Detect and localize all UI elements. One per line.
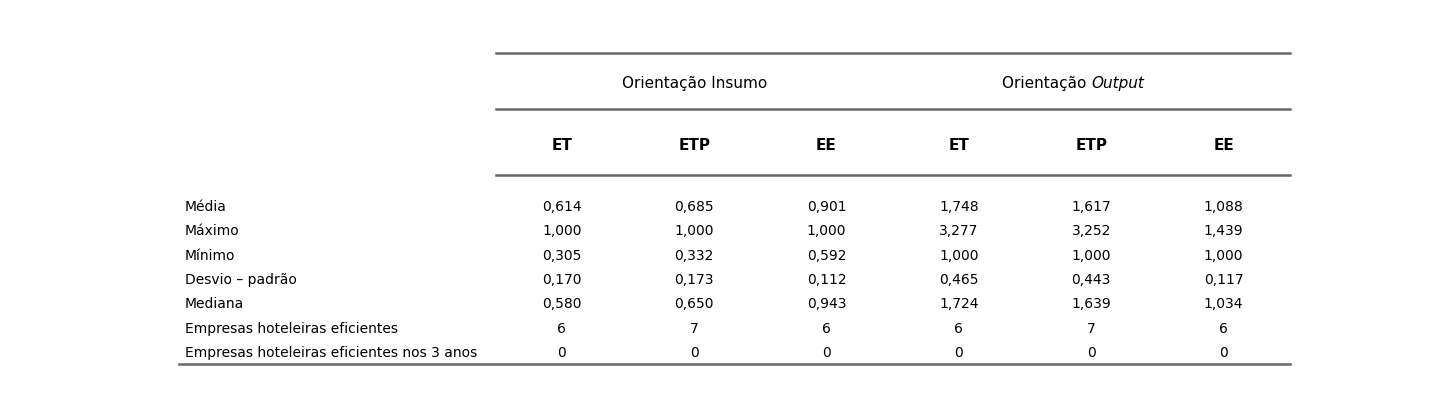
Text: 1,088: 1,088 bbox=[1204, 199, 1244, 214]
Text: 0,332: 0,332 bbox=[675, 248, 714, 262]
Text: 0,650: 0,650 bbox=[675, 297, 714, 311]
Text: Mediana: Mediana bbox=[185, 297, 244, 311]
Text: 0,685: 0,685 bbox=[675, 199, 714, 214]
Text: 1,000: 1,000 bbox=[1072, 248, 1111, 262]
Text: 1,639: 1,639 bbox=[1072, 297, 1111, 311]
Text: Output: Output bbox=[1091, 76, 1144, 90]
Text: Orientação Output: Orientação Output bbox=[1020, 76, 1162, 90]
Text: Empresas hoteleiras eficientes nos 3 anos: Empresas hoteleiras eficientes nos 3 ano… bbox=[185, 345, 477, 359]
Text: 0: 0 bbox=[557, 345, 566, 359]
Text: Empresas hoteleiras eficientes: Empresas hoteleiras eficientes bbox=[185, 321, 398, 335]
Text: Desvio – padrão: Desvio – padrão bbox=[185, 272, 297, 286]
Text: 1,439: 1,439 bbox=[1204, 224, 1244, 238]
Text: 1,000: 1,000 bbox=[1204, 248, 1244, 262]
Text: 1,724: 1,724 bbox=[939, 297, 979, 311]
Text: 1,034: 1,034 bbox=[1204, 297, 1244, 311]
Text: 7: 7 bbox=[1086, 321, 1096, 335]
Text: 0,901: 0,901 bbox=[807, 199, 847, 214]
Text: 6: 6 bbox=[823, 321, 831, 335]
Text: 0,592: 0,592 bbox=[807, 248, 847, 262]
Text: ET: ET bbox=[949, 138, 969, 152]
Text: 0,465: 0,465 bbox=[939, 272, 979, 286]
Text: 0: 0 bbox=[823, 345, 831, 359]
Text: 0,117: 0,117 bbox=[1204, 272, 1244, 286]
Text: 0: 0 bbox=[689, 345, 698, 359]
Text: 1,748: 1,748 bbox=[939, 199, 979, 214]
Text: 0,614: 0,614 bbox=[542, 199, 582, 214]
Text: 0,443: 0,443 bbox=[1072, 272, 1111, 286]
Text: 0,305: 0,305 bbox=[542, 248, 582, 262]
Text: 0,580: 0,580 bbox=[542, 297, 582, 311]
Text: ETP: ETP bbox=[1075, 138, 1108, 152]
Text: 0,112: 0,112 bbox=[807, 272, 847, 286]
Text: 0,170: 0,170 bbox=[542, 272, 582, 286]
Text: 3,252: 3,252 bbox=[1072, 224, 1111, 238]
Text: 6: 6 bbox=[557, 321, 566, 335]
Text: Orientação: Orientação bbox=[1002, 76, 1091, 90]
Text: 7: 7 bbox=[689, 321, 698, 335]
Text: Média: Média bbox=[185, 199, 226, 214]
Text: ETP: ETP bbox=[678, 138, 711, 152]
Text: 0,173: 0,173 bbox=[675, 272, 714, 286]
Text: EE: EE bbox=[817, 138, 837, 152]
Text: 0,943: 0,943 bbox=[807, 297, 847, 311]
Text: Máximo: Máximo bbox=[185, 224, 239, 238]
Text: 1,000: 1,000 bbox=[675, 224, 714, 238]
Text: 0: 0 bbox=[1219, 345, 1228, 359]
Text: 1,000: 1,000 bbox=[542, 224, 582, 238]
Text: 1,000: 1,000 bbox=[939, 248, 979, 262]
Text: 3,277: 3,277 bbox=[939, 224, 979, 238]
Text: 0: 0 bbox=[1086, 345, 1096, 359]
Text: 1,617: 1,617 bbox=[1072, 199, 1111, 214]
Text: 1,000: 1,000 bbox=[807, 224, 847, 238]
Text: EE: EE bbox=[1214, 138, 1234, 152]
Text: 6: 6 bbox=[954, 321, 963, 335]
Text: Mínimo: Mínimo bbox=[185, 248, 235, 262]
Text: 6: 6 bbox=[1219, 321, 1228, 335]
Text: 0: 0 bbox=[954, 345, 963, 359]
Text: Orientação Insumo: Orientação Insumo bbox=[622, 76, 767, 90]
Text: ET: ET bbox=[552, 138, 572, 152]
